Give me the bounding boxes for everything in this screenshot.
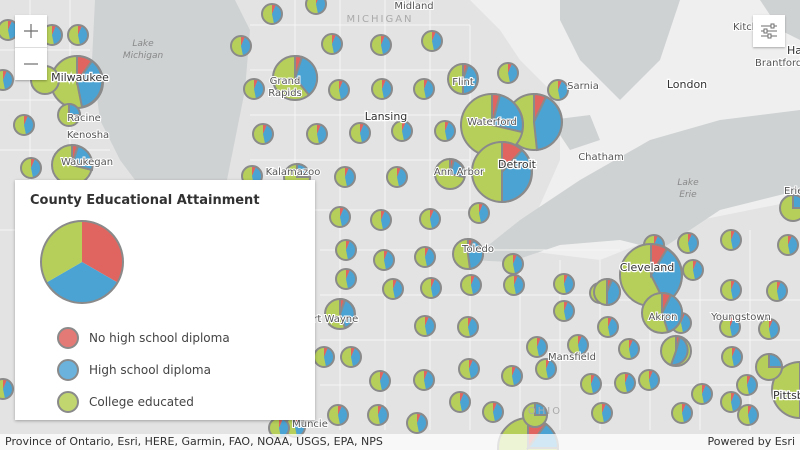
red-swatch-icon [57,327,79,349]
legend-item-label: No high school diploma [89,331,230,345]
svg-text:Kenosha: Kenosha [67,130,109,141]
svg-text:London: London [667,78,707,91]
svg-text:Midland: Midland [394,1,433,12]
svg-text:Kalamazoo: Kalamazoo [266,167,321,178]
svg-text:Erie: Erie [784,186,800,197]
map-labels: Lake Michigan Lake Erie MICHIGAN OHIO Mi… [50,0,800,431]
lake-erie [470,110,800,262]
svg-text:Mansfield: Mansfield [548,352,596,363]
legend-item-hs-diploma: High school diploma [57,354,300,386]
legend-item-label: High school diploma [89,363,211,377]
sliders-icon [761,23,777,39]
blue-swatch-icon [57,359,79,381]
svg-text:Detroit: Detroit [498,158,537,171]
svg-text:Lansing: Lansing [365,110,408,123]
svg-text:Flint: Flint [452,77,474,88]
svg-text:Grand: Grand [270,76,301,87]
svg-text:Chatham: Chatham [578,152,624,163]
legend-item-label: College educated [89,395,194,409]
svg-text:Fort Wayne: Fort Wayne [302,314,359,325]
svg-text:Waukegan: Waukegan [61,157,113,168]
legend-item-college: College educated [57,386,300,418]
svg-text:MICHIGAN: MICHIGAN [346,14,413,25]
zoom-out-button[interactable] [15,47,47,80]
svg-text:Lake: Lake [132,39,154,49]
green-swatch-icon [57,391,79,413]
svg-text:Kitch: Kitch [733,22,758,33]
svg-text:Milwaukee: Milwaukee [51,71,109,84]
svg-text:Pittsburgh: Pittsburgh [773,389,800,402]
legend-item-no-diploma: No high school diploma [57,322,300,354]
plus-icon [24,24,38,38]
attribution-bar: Province of Ontario, Esri, HERE, Garmin,… [0,434,800,450]
svg-text:Ha: Ha [787,44,800,57]
zoom-control [15,15,47,80]
minus-icon [24,63,38,65]
svg-text:Lake: Lake [677,178,699,188]
svg-text:OHIO: OHIO [528,406,562,417]
svg-text:Racine: Racine [67,113,101,124]
legend-panel: County Educational Attainment No high sc… [15,180,315,420]
svg-text:Sarnia: Sarnia [567,81,599,92]
svg-text:Akron: Akron [649,312,678,323]
svg-text:Youngstown: Youngstown [710,312,771,323]
legend-pie-icon [40,220,124,304]
svg-text:Erie: Erie [679,190,697,200]
layer-settings-button[interactable] [753,15,785,47]
svg-text:Brantford: Brantford [755,58,800,69]
metro-pies[interactable] [30,54,800,450]
legend-title: County Educational Attainment [30,193,260,208]
attribution-sources[interactable]: Province of Ontario, Esri, HERE, Garmin,… [5,435,383,448]
svg-text:Muncie: Muncie [292,419,328,430]
svg-text:Rapids: Rapids [268,88,302,99]
svg-text:Waterford: Waterford [467,117,516,128]
svg-text:Michigan: Michigan [123,51,164,61]
powered-by-esri[interactable]: Powered by Esri [707,435,795,448]
svg-text:Toledo: Toledo [461,244,494,255]
svg-text:Cleveland: Cleveland [620,261,675,274]
zoom-in-button[interactable] [15,15,47,47]
svg-text:Ann Arbor: Ann Arbor [434,167,485,178]
